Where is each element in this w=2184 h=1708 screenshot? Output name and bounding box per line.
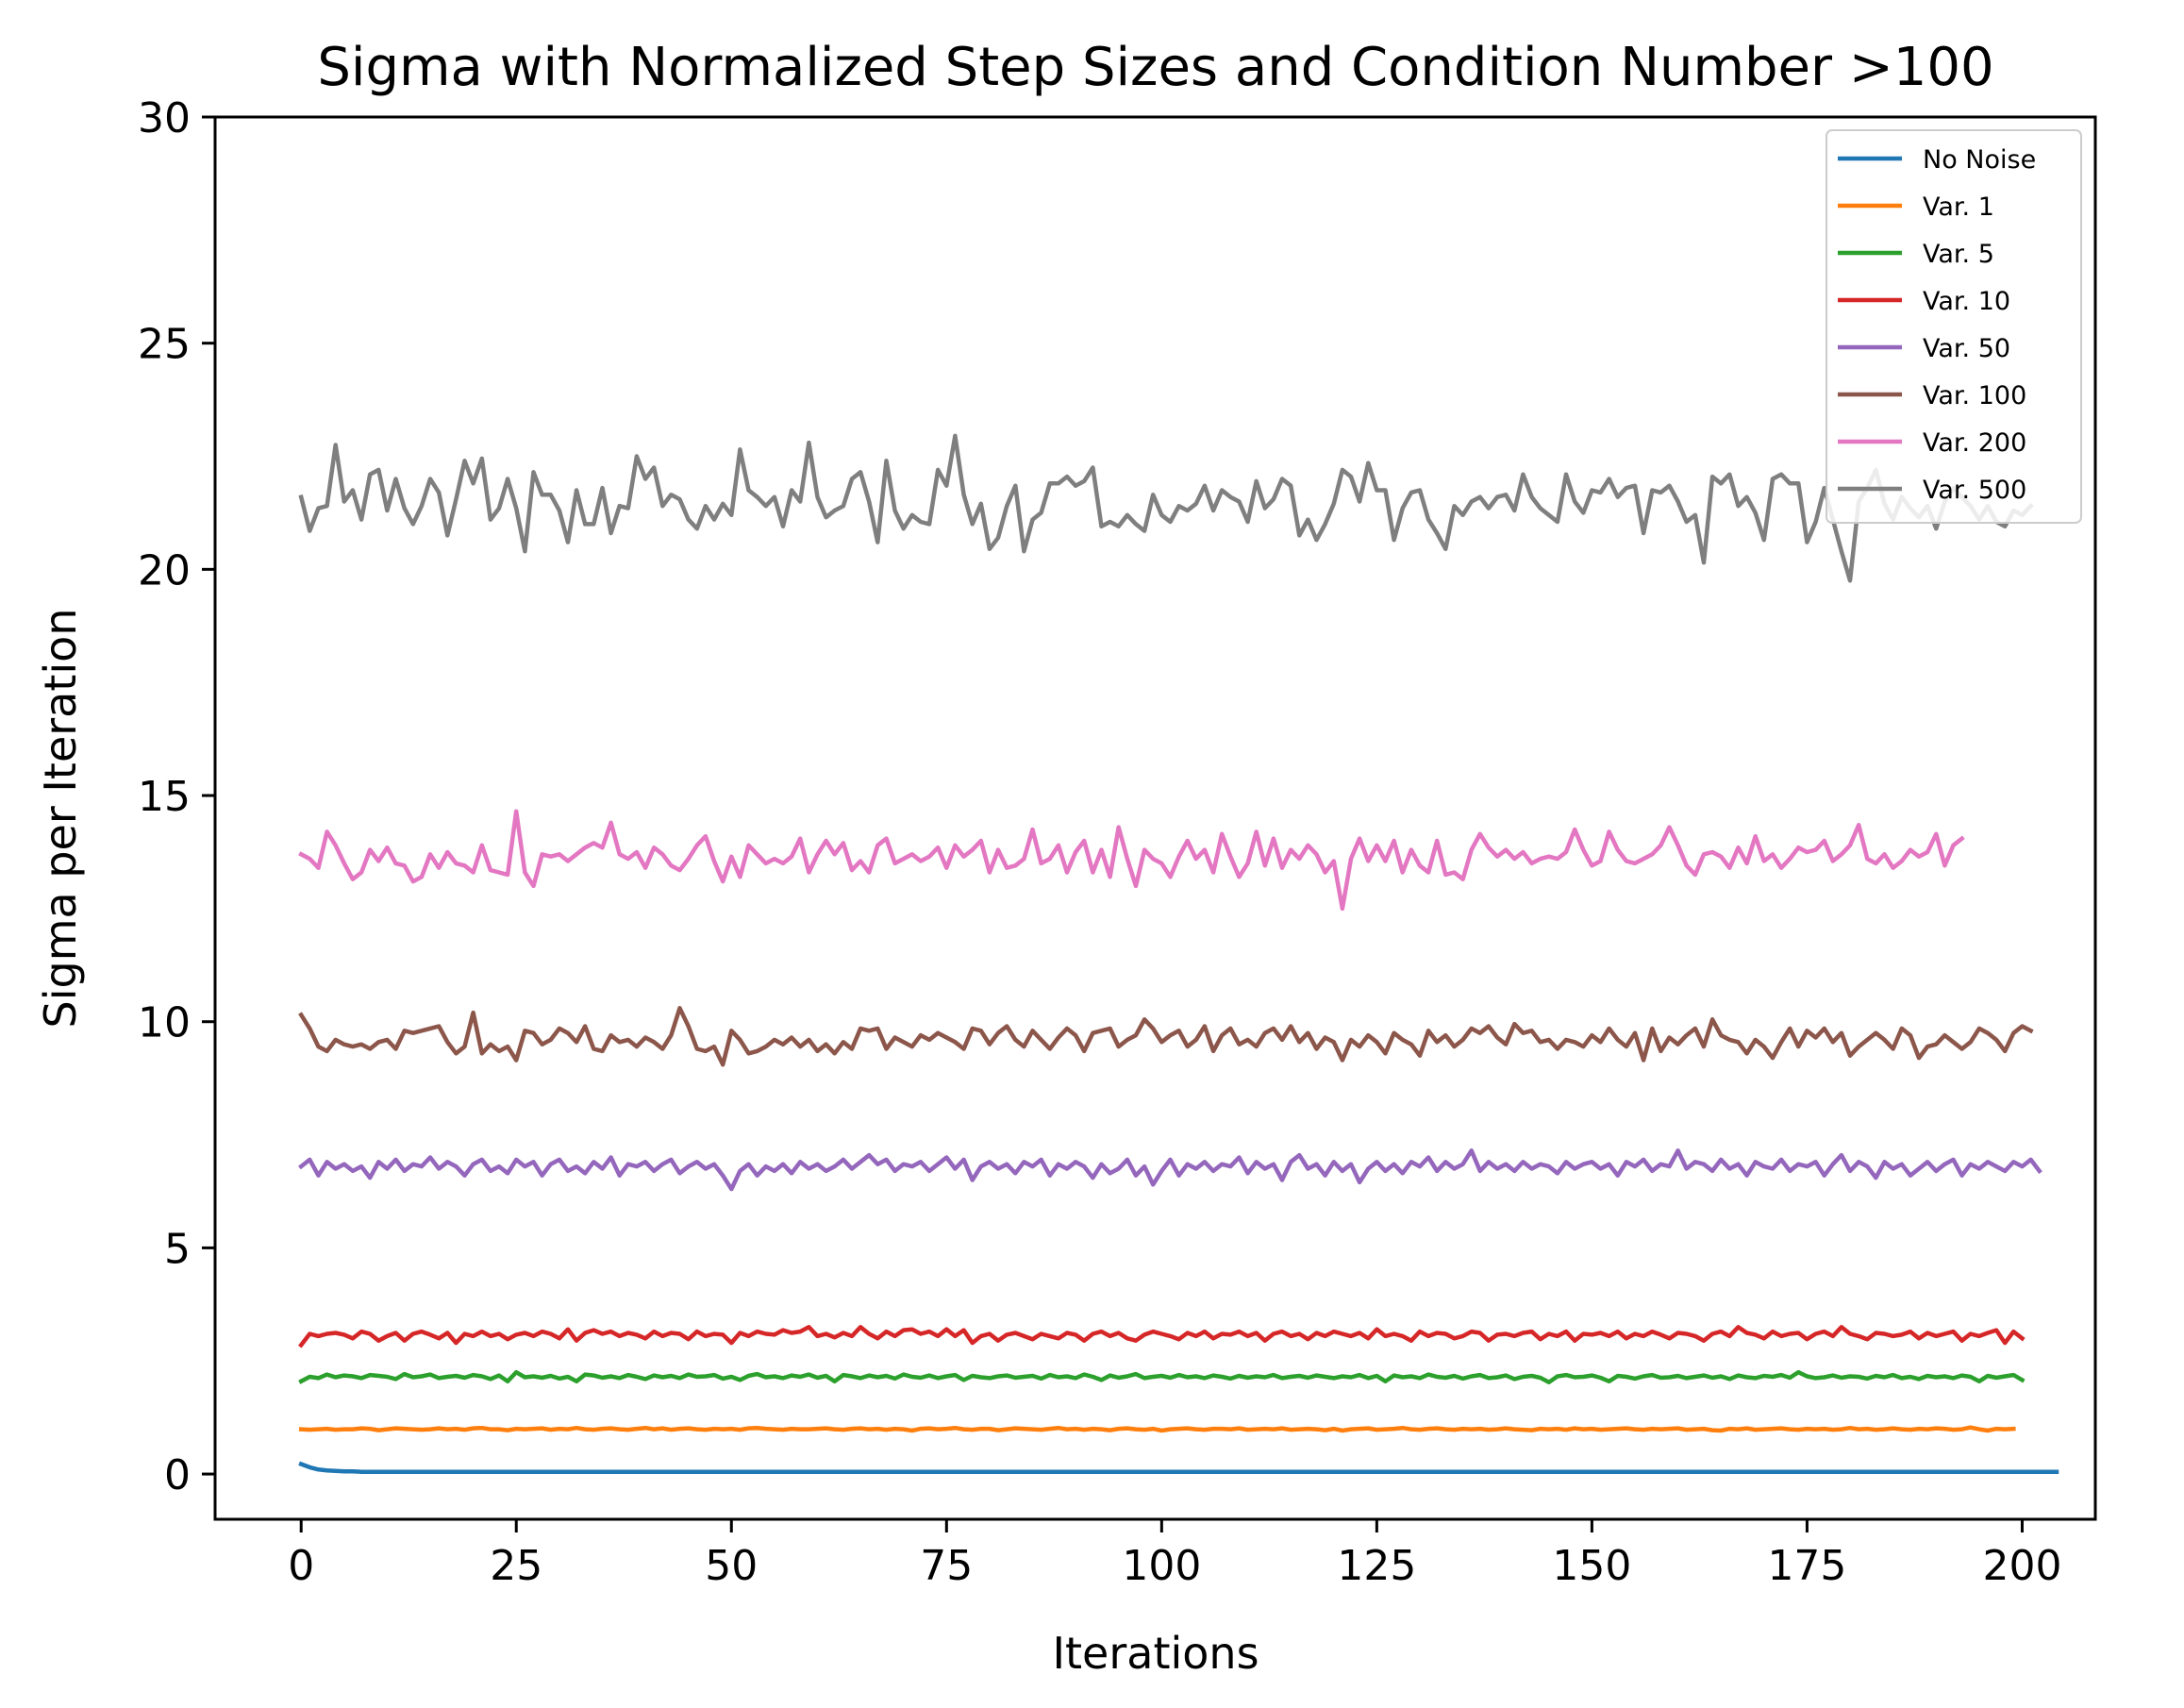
x-tick-label: 200 (1982, 1542, 2061, 1590)
x-tick-label: 100 (1122, 1542, 1201, 1590)
x-tick-label: 0 (288, 1542, 314, 1590)
series-line-no-noise (298, 1461, 2059, 1474)
y-tick-label: 20 (138, 546, 191, 594)
series-line-var-500 (298, 433, 2034, 583)
x-tick-label: 50 (705, 1542, 758, 1590)
x-tick-label: 75 (920, 1542, 973, 1590)
legend-label: Var. 5 (1923, 240, 1994, 269)
series-line-var-50 (298, 1148, 2042, 1192)
legend-label: Var. 50 (1923, 334, 2010, 363)
legend-box (1826, 129, 2082, 524)
legend-label: Var. 200 (1923, 428, 2026, 458)
legend-label: Var. 1 (1923, 193, 1994, 222)
legend-label: Var. 500 (1923, 476, 2026, 505)
legend-label: No Noise (1923, 145, 2036, 175)
x-tick-label: 25 (490, 1542, 542, 1590)
y-tick-label: 10 (138, 999, 191, 1047)
y-tick-label: 5 (164, 1225, 191, 1273)
legend-label: Var. 100 (1923, 381, 2026, 410)
plot-frame (213, 115, 2097, 1521)
legend-label: Var. 10 (1923, 287, 2010, 316)
y-tick-label: 15 (138, 773, 191, 821)
x-tick-label: 125 (1337, 1542, 1416, 1590)
y-tick-label: 0 (164, 1451, 191, 1499)
series-layer (298, 433, 2059, 1474)
y-axis-label: Sigma per Iteration (35, 609, 86, 1029)
series-line-var-10 (298, 1325, 2026, 1348)
series-line-var-200 (298, 809, 1965, 912)
x-tick-label: 150 (1552, 1542, 1631, 1590)
x-tick-label: 175 (1767, 1542, 1846, 1590)
series-line-var-100 (298, 1006, 2034, 1067)
axis-layer: 0 25 50 75 100 125 150 175 200 0 5 10 15 20 25 30 (138, 94, 2061, 1590)
legend: No Noise Var. 1 Var. 5 Var. 10 Var. 50 Var. 1… (1826, 129, 2082, 524)
x-axis-label: Iterations (1052, 1628, 1259, 1679)
chart-title: Sigma with Normalized Step Sizes and Con… (317, 37, 1993, 98)
y-tick-label: 25 (138, 321, 191, 369)
series-line-var-5 (298, 1369, 2026, 1385)
y-tick-label: 30 (138, 94, 191, 142)
series-line-var-1 (298, 1425, 2016, 1433)
